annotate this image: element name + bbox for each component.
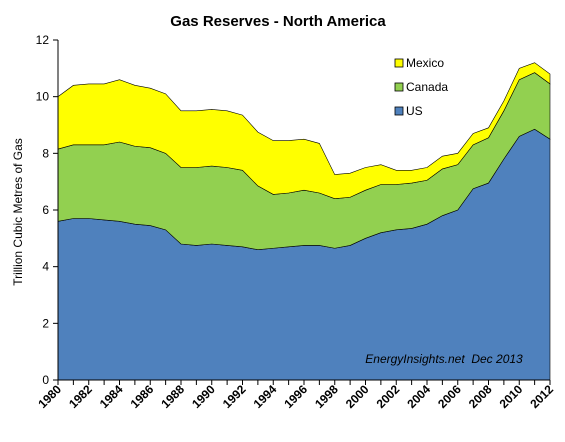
y-ticks: 0 2 4 6 8 10 12 — [36, 33, 58, 387]
y-tick-label: 0 — [42, 373, 49, 387]
legend: Mexico Canada US — [394, 56, 448, 118]
source-annotation: EnergyInsights.net Dec 2013 — [365, 352, 523, 366]
y-tick-label: 12 — [36, 33, 50, 47]
legend-label-us: US — [406, 104, 423, 118]
x-tick-label: 2006 — [435, 382, 464, 411]
x-tick-label: 1986 — [128, 382, 157, 411]
y-tick-label: 8 — [42, 146, 49, 160]
legend-label-canada: Canada — [406, 80, 448, 94]
chart-title: Gas Reserves - North America — [170, 13, 386, 30]
x-tick-label: 2010 — [497, 382, 526, 411]
y-tick-label: 6 — [42, 203, 49, 217]
x-tick-label: 1984 — [97, 382, 126, 411]
plot-areas — [57, 62, 551, 381]
y-tick-label: 2 — [42, 316, 49, 330]
x-tick-label: 1980 — [35, 382, 64, 411]
legend-swatch-canada — [394, 82, 404, 92]
x-tick-label: 1992 — [220, 382, 249, 411]
x-tick-label: 2000 — [343, 382, 372, 411]
legend-label-mexico: Mexico — [406, 56, 444, 70]
x-tick-label: 2012 — [527, 382, 556, 411]
x-tick-label: 1998 — [312, 382, 341, 411]
x-tick-label: 1988 — [158, 382, 187, 411]
y-tick-label: 10 — [36, 90, 50, 104]
x-tick-label: 2004 — [404, 382, 433, 411]
x-tick-label: 1996 — [281, 382, 310, 411]
legend-swatch-us — [394, 106, 404, 116]
legend-swatch-mexico — [394, 58, 404, 68]
x-ticks: 1980 1982 1984 1986 1988 1990 1992 1994 1996 1998… — [35, 380, 556, 411]
x-tick-label: 2002 — [374, 382, 403, 411]
x-tick-label: 1990 — [189, 382, 218, 411]
x-tick-label: 1994 — [251, 382, 280, 411]
x-tick-label: 1982 — [66, 382, 95, 411]
y-tick-label: 4 — [42, 260, 49, 274]
area-mexico — [57, 62, 551, 199]
x-tick-label: 2008 — [466, 382, 495, 411]
y-axis-title: Trillion Cubic Metres of Gas — [11, 138, 25, 286]
